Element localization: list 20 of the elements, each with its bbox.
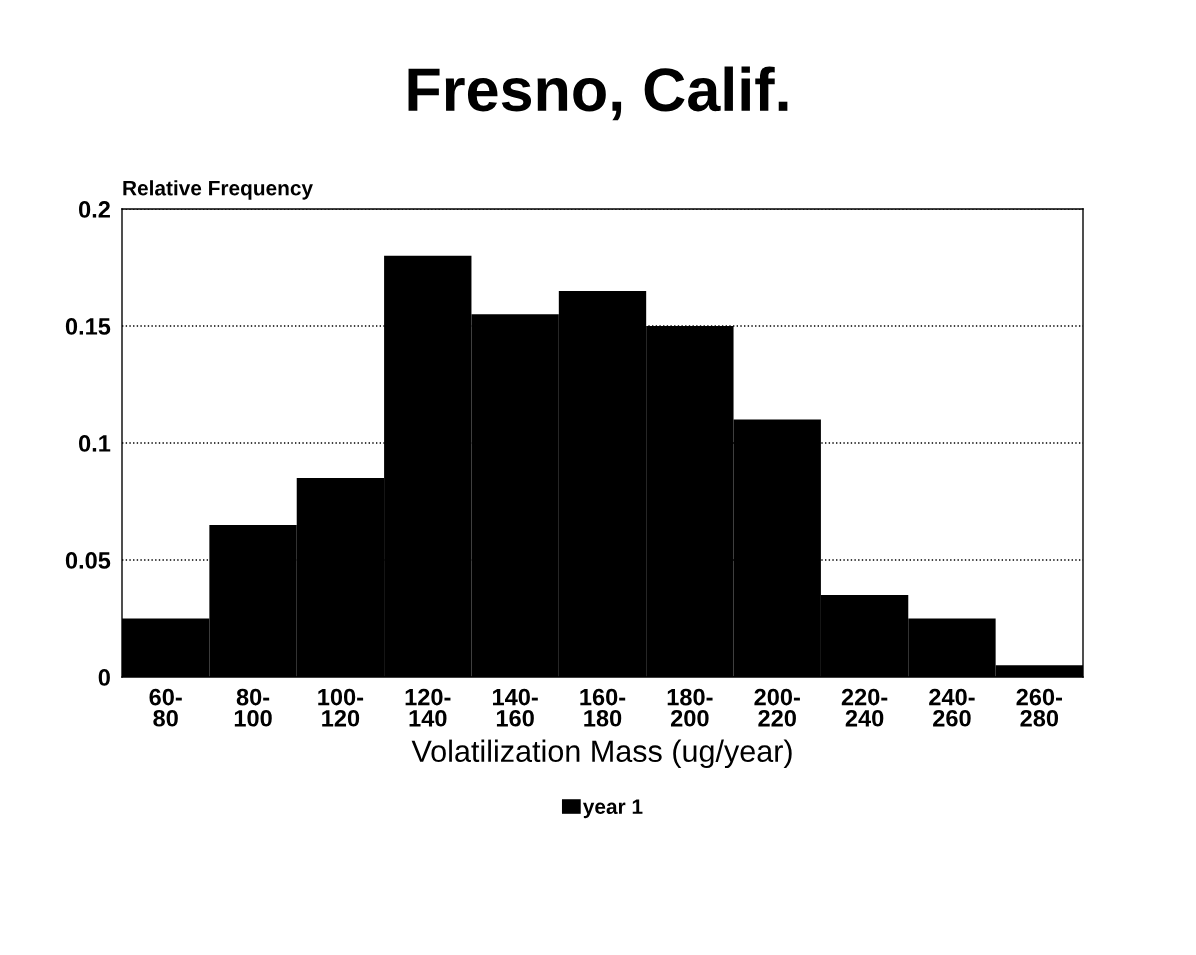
- x-tick-label: 240- 260: [929, 688, 975, 727]
- y-tick-label: 0.1: [79, 435, 111, 452]
- x-tick-label: 160- 180: [580, 688, 626, 727]
- x-axis-title: Volatilization Mass (ug/year): [411, 739, 792, 769]
- legend-label: year 1: [582, 799, 643, 819]
- x-tick-label: 200- 220: [754, 688, 800, 727]
- x-tick-label: 140- 160: [493, 688, 538, 727]
- y-axis-title: Relative Frequency: [123, 180, 313, 200]
- x-tick-label: 80- 100: [234, 688, 272, 727]
- x-tick-label: 60- 80: [149, 688, 182, 727]
- y-tick-label: 0.05: [65, 552, 111, 569]
- x-tick-label: 120- 140: [405, 688, 451, 727]
- chart-title: Fresno, Calif.: [408, 66, 788, 121]
- y-tick-label: 0.15: [65, 318, 111, 335]
- x-tick-label: 180- 200: [667, 688, 713, 727]
- y-tick-label: 0: [98, 669, 110, 686]
- x-tick-label: 220- 240: [841, 688, 888, 727]
- y-tick-label: 0.2: [79, 201, 110, 218]
- x-tick-label: 100- 120: [318, 688, 364, 727]
- x-tick-label: 260- 280: [1016, 688, 1062, 727]
